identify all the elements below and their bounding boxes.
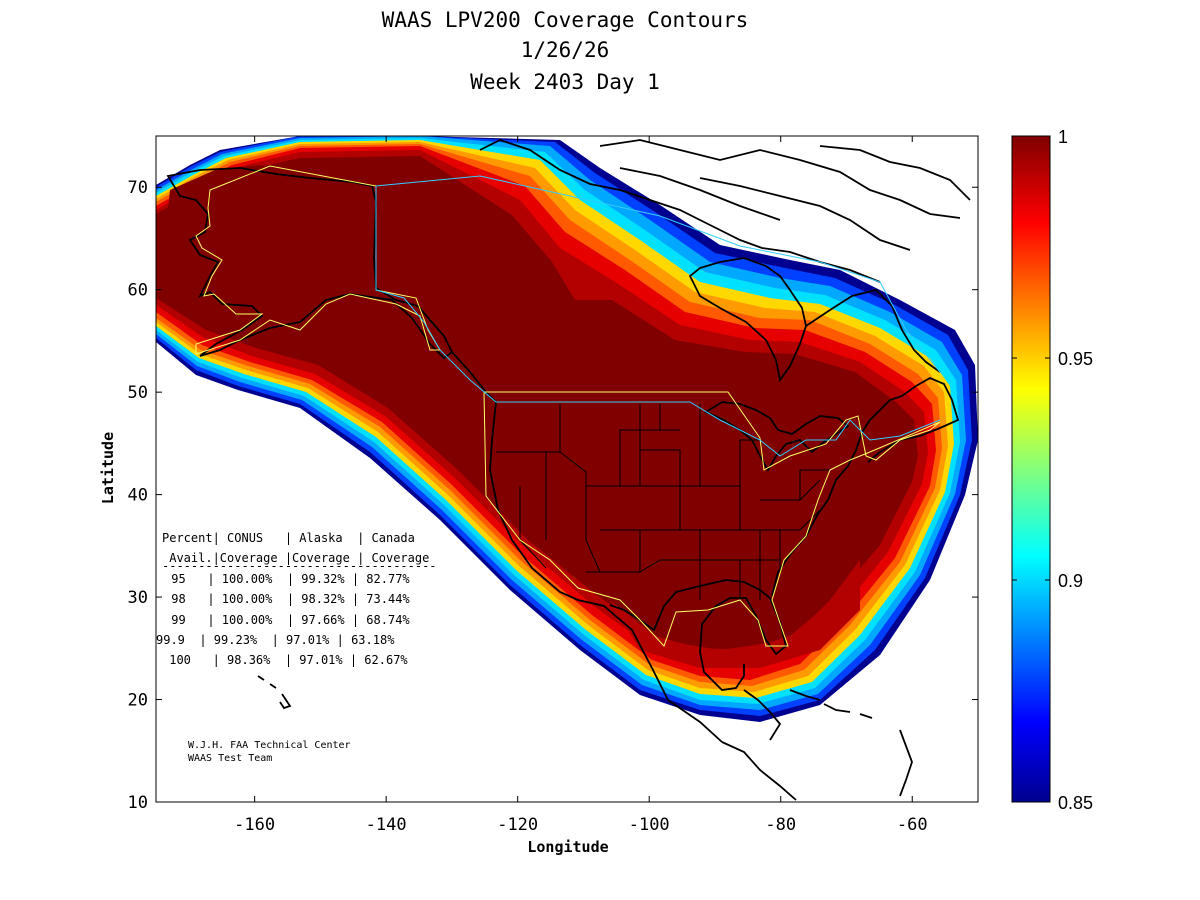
conus-service-volume — [483, 391, 941, 647]
central-america — [721, 689, 797, 801]
table-row: 99 | 100.00% | 97.66% | 68.74% — [164, 613, 410, 627]
y-tick-label: 30 — [128, 588, 148, 608]
y-tick-label: 50 — [128, 383, 148, 403]
credits: W.J.H. FAA Technical Center WAAS Test Te… — [188, 740, 351, 764]
table-header-row2: Avail.|Coverage |Coverage | Coverage — [162, 551, 429, 565]
hudson-bay — [688, 257, 807, 383]
y-tick-label: 60 — [128, 281, 148, 301]
us-state-borders — [496, 404, 830, 600]
plot-frame — [155, 135, 979, 803]
contour-band-full-availability — [156, 156, 918, 650]
y-axis-label: Latitude — [99, 432, 117, 504]
table-row: 99.9 | 99.23% | 97.01% | 63.18% — [156, 633, 395, 647]
x-tick-label: -120 — [497, 815, 538, 835]
x-tick-label: -60 — [897, 815, 928, 835]
alaska-service-volume — [195, 165, 441, 355]
x-tick-label: -100 — [629, 815, 670, 835]
coverage-contours — [156, 136, 978, 722]
colorbar-tick-label: 0.95 — [1058, 349, 1093, 369]
contour-patch-alaska — [160, 165, 380, 290]
x-tick-label: -160 — [234, 815, 275, 835]
usa-west-coast — [489, 401, 723, 743]
caribbean-islands — [789, 689, 913, 797]
canada-boundary — [375, 175, 941, 457]
chart-title-line2: 1/26/26 — [521, 38, 610, 62]
x-tick-label: -80 — [765, 815, 796, 835]
colorbar — [1011, 135, 1051, 803]
great-lakes — [704, 401, 850, 472]
labrador-coast — [805, 289, 941, 373]
chart-title-line3: Week 2403 Day 1 — [470, 70, 660, 94]
availability-table: Percent| CONUS | Alaska | Canada Avail.|… — [156, 531, 437, 667]
y-tick-label: 40 — [128, 486, 148, 506]
service-volume-outlines — [195, 165, 941, 647]
x-axis: -160 -140 -120 -100 -80 -60 — [234, 136, 928, 835]
arctic-islands — [479, 139, 971, 283]
table-row: 95 | 100.00% | 99.32% | 82.77% — [164, 572, 410, 586]
table-row: 100 | 98.36% | 97.01% | 62.67% — [162, 653, 408, 667]
chart-title-line1: WAAS LPV200 Coverage Contours — [382, 8, 749, 32]
y-tick-label: 20 — [128, 691, 148, 711]
table-row: 98 | 100.00% | 98.32% | 73.44% — [164, 592, 410, 606]
y-tick-label: 70 — [128, 178, 148, 198]
colorbar-tick-label: 1 — [1058, 127, 1068, 147]
gulf-coastline — [609, 579, 788, 691]
colorbar-tick-label: 0.85 — [1058, 793, 1093, 813]
usa-east-coast — [771, 376, 960, 597]
canada-west-coast — [451, 351, 497, 403]
plot-area: Percent| CONUS | Alaska | Canada Avail.|… — [156, 136, 978, 802]
y-axis: 10 20 30 40 50 60 70 — [128, 178, 978, 813]
credits-line1: W.J.H. FAA Technical Center — [188, 740, 351, 751]
x-axis-label: Longitude — [527, 838, 608, 856]
colorbar-ticks: 1 0.95 0.9 0.85 — [1012, 127, 1093, 813]
credits-line2: WAAS Test Team — [188, 753, 272, 764]
contour-patch-gulf — [610, 560, 860, 668]
table-header-row1: Percent| CONUS | Alaska | Canada — [162, 531, 415, 545]
coastlines — [166, 139, 971, 801]
hawaii-islands — [257, 675, 292, 710]
x-tick-label: -140 — [366, 815, 407, 835]
y-tick-label: 10 — [128, 793, 148, 813]
alaska-coastline — [166, 167, 454, 360]
colorbar-tick-label: 0.9 — [1058, 571, 1083, 591]
table-rule: -------------------------------------- — [162, 559, 437, 573]
